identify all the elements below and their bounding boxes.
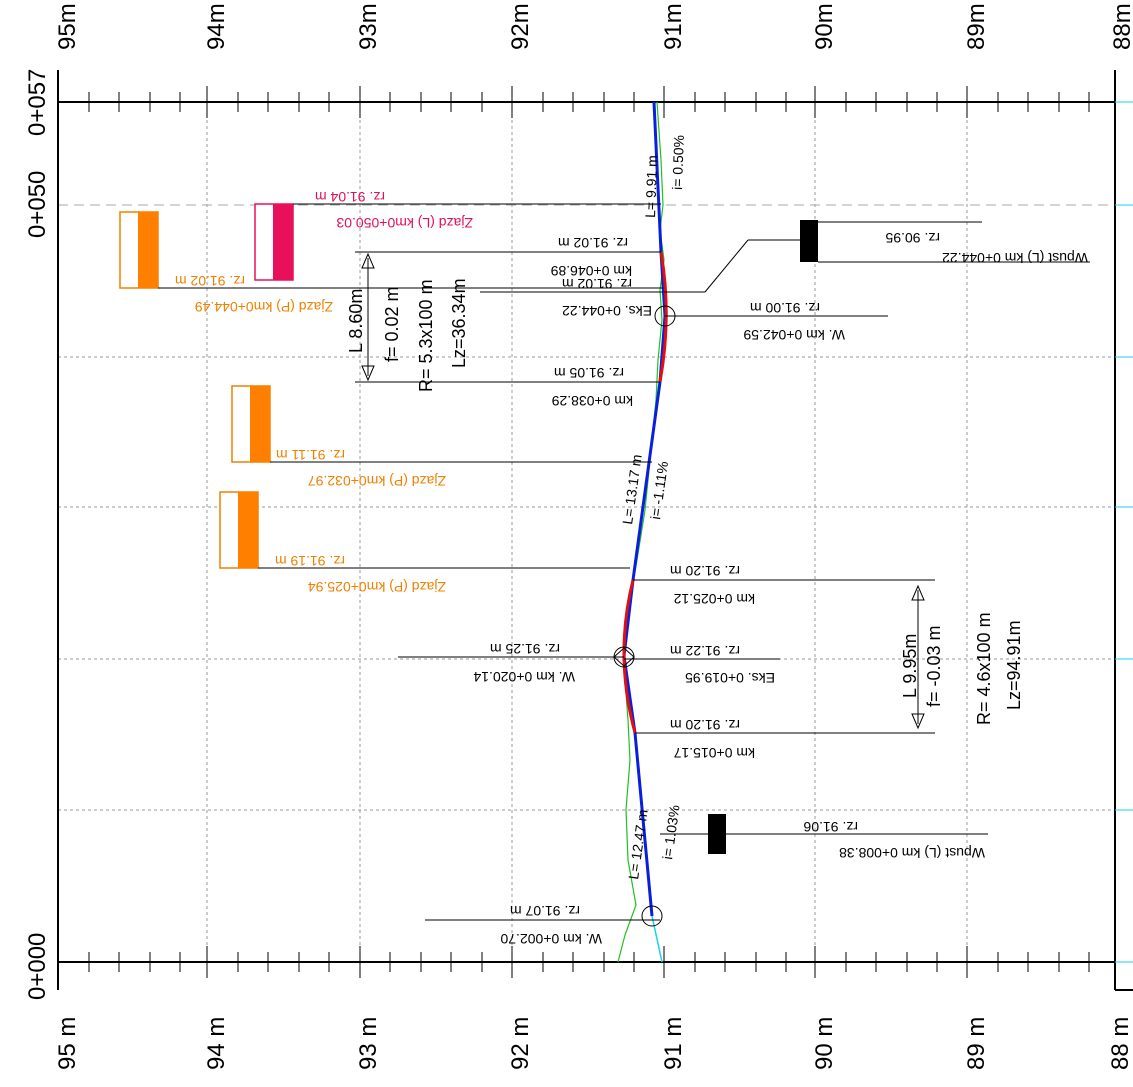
- driveway-2-elev: rz. 91.11 m: [276, 447, 345, 463]
- driveway-2: [231, 385, 652, 463]
- curve-1-end-elev: rz. 91.20 m: [670, 563, 740, 579]
- curve-1-lz: Lz=94.91m: [1004, 620, 1024, 710]
- curve-2-r: R= 5.3x100 m: [416, 279, 436, 392]
- curve-2-start-km: km 0+038.29: [551, 393, 633, 409]
- cyan-markers: [1115, 101, 1133, 963]
- inlet-1-label: Wpust (L) km 0+008.38: [839, 845, 985, 861]
- curve-1-f: f= -0.03 m: [924, 625, 944, 707]
- chainage-0-050: 0+050: [24, 171, 51, 238]
- top-elev-88: 88m: [1109, 3, 1133, 50]
- inlet-1-elev: rz. 91.06: [803, 819, 858, 835]
- inlet-2-elev: rz. 90.95: [885, 230, 940, 246]
- vertex-2-elev: rz. 91.25 m: [490, 641, 560, 657]
- vertex-3-elev: rz. 91.00 m: [750, 300, 820, 316]
- curve-1-ext-elev: rz. 91.22 m: [670, 643, 740, 659]
- top-elev-92: 92m: [507, 3, 534, 50]
- curve-2-lz: Lz=36.34m: [449, 278, 469, 368]
- grid: [58, 102, 1115, 962]
- inlet-2-label: Wpust (L) km 0+044.22: [942, 250, 1088, 266]
- top-elev-93: 93m: [355, 3, 382, 50]
- bottom-elev-95: 95 m: [54, 1017, 81, 1070]
- driveway-1-elev: rz. 91.19 m: [275, 553, 345, 569]
- grade-1-slope: i= 1.03%: [659, 804, 682, 861]
- vertical-curve-1: [622, 579, 637, 734]
- driveway-1-label: Zjazd (P) km0+025.94: [308, 579, 446, 595]
- driveway-3: [119, 211, 663, 289]
- top-elev-91: 91m: [660, 3, 687, 50]
- curve-2-f: f= 0.02 m: [382, 286, 402, 362]
- driveway-3-elev: rz. 91.02 m: [175, 273, 245, 289]
- curve-1-length: L 9.95m: [900, 634, 920, 698]
- top-elev-95: 95m: [54, 3, 81, 50]
- chainage-0-000: 0+000: [24, 933, 51, 1000]
- bottom-elev-91: 91 m: [660, 1017, 687, 1070]
- curve-2-start-elev: rz. 91.05 m: [554, 365, 624, 381]
- curve-1-r: R= 4.6x100 m: [974, 612, 994, 725]
- curve-1-dimension: [911, 584, 925, 730]
- driveway-3-label: Zjazd (P) km0+044.49: [195, 299, 333, 315]
- bottom-elev-94: 94 m: [203, 1017, 230, 1070]
- vertex-1-elev: rz. 91.07 m: [510, 903, 580, 919]
- driveway-4-label: Zjazd (L) km0+050.03: [336, 215, 473, 231]
- top-elev-89: 89m: [963, 3, 990, 50]
- bottom-elevation-labels: 95 m 94 m 93 m 92 m 91 m 90 m 89 m 88 m: [54, 1017, 1133, 1070]
- bottom-elev-93: 93 m: [355, 1017, 382, 1070]
- top-elevation-labels: 95m 94m 93m 92m 91m 90m 89m 88m: [54, 3, 1133, 50]
- curve-1-start-km: km 0+015.17: [673, 745, 755, 761]
- curve-1-end-km: km 0+025.12: [673, 591, 755, 607]
- curve-2-length: L 8.60m: [346, 289, 366, 353]
- top-elev-90: 90m: [811, 3, 838, 50]
- curve-2-ext-km: Eks. 0+044.22: [562, 303, 652, 319]
- chainage-labels: 0+057 0+050 0+000: [24, 69, 51, 1000]
- ticks: [88, 86, 1090, 978]
- curve-2-ext-elev: rz. 91.02 m: [562, 276, 632, 292]
- inlet-marker-2: [800, 220, 818, 262]
- frame: [57, 70, 1133, 991]
- vertex-markers: [398, 305, 888, 927]
- top-elev-94: 94m: [203, 3, 230, 50]
- grade-2-slope: i= -1.11%: [647, 460, 671, 520]
- bottom-elev-89: 89 m: [963, 1017, 990, 1070]
- curve-2-end-km: km 0+046.89: [550, 263, 632, 279]
- driveway-2-label: Zjazd (P) km0+032.97: [308, 473, 446, 489]
- curve-1-start-elev: rz. 91.20 m: [670, 717, 740, 733]
- vertex-3-label: W. km 0+042.59: [743, 327, 845, 343]
- bottom-elev-88: 88 m: [1107, 1017, 1133, 1070]
- chainage-0-057: 0+057: [24, 69, 51, 136]
- driveway-1: [219, 491, 630, 569]
- bottom-elev-92: 92 m: [507, 1017, 534, 1070]
- curve-1-ext-km: Eks. 0+019.95: [685, 670, 775, 686]
- driveway-4: [254, 203, 661, 281]
- curve-2-dimension: [361, 252, 375, 382]
- curve-2-end-elev: rz. 91.02 m: [558, 235, 628, 251]
- vertex-1-label: W. km 0+002.70: [500, 931, 602, 947]
- bottom-elev-90: 90 m: [811, 1017, 838, 1070]
- grade-3-slope: i= 0.50%: [669, 135, 687, 190]
- grade-3-length: L= 9.91 m: [642, 155, 660, 218]
- vertex-2-label: W. km 0+020.14: [473, 669, 575, 685]
- driveway-4-elev: rz. 91.04 m: [315, 189, 385, 205]
- cyan-segment: [651, 915, 663, 963]
- inlet-marker-1: [708, 814, 726, 854]
